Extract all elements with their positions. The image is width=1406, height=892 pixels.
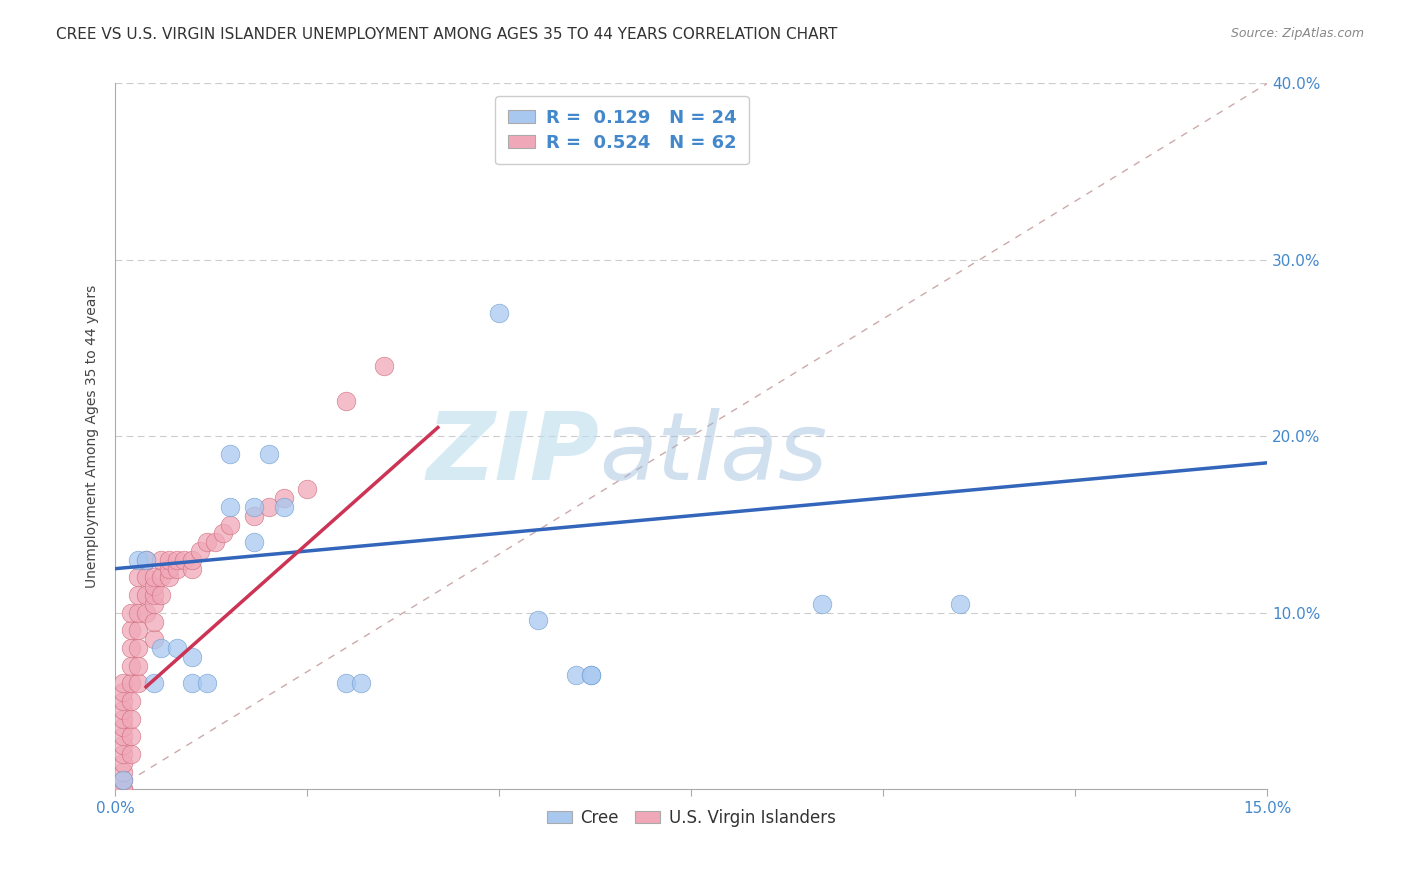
Point bbox=[127, 658, 149, 673]
Point bbox=[142, 579, 165, 593]
Point bbox=[142, 570, 165, 584]
Point bbox=[111, 729, 134, 743]
Point bbox=[949, 597, 972, 611]
Text: ZIP: ZIP bbox=[426, 408, 599, 500]
Point bbox=[581, 667, 603, 681]
Point bbox=[111, 773, 134, 788]
Point bbox=[120, 606, 142, 620]
Point bbox=[120, 676, 142, 690]
Point bbox=[135, 588, 157, 602]
Point bbox=[127, 588, 149, 602]
Text: Source: ZipAtlas.com: Source: ZipAtlas.com bbox=[1230, 27, 1364, 40]
Point bbox=[135, 553, 157, 567]
Point bbox=[111, 685, 134, 699]
Point bbox=[127, 624, 149, 638]
Point bbox=[157, 570, 180, 584]
Point bbox=[242, 500, 264, 514]
Point bbox=[204, 535, 226, 549]
Point bbox=[257, 500, 280, 514]
Point bbox=[211, 526, 233, 541]
Point bbox=[188, 544, 211, 558]
Point bbox=[273, 491, 295, 505]
Point bbox=[135, 606, 157, 620]
Point bbox=[142, 615, 165, 629]
Point bbox=[181, 553, 204, 567]
Point bbox=[111, 773, 134, 788]
Point bbox=[219, 447, 242, 461]
Legend: Cree, U.S. Virgin Islanders: Cree, U.S. Virgin Islanders bbox=[540, 803, 842, 834]
Point bbox=[157, 553, 180, 567]
Point bbox=[111, 747, 134, 761]
Point bbox=[811, 597, 834, 611]
Point bbox=[127, 606, 149, 620]
Point bbox=[150, 641, 173, 656]
Point bbox=[219, 517, 242, 532]
Point bbox=[242, 508, 264, 523]
Point bbox=[297, 483, 319, 497]
Point bbox=[127, 570, 149, 584]
Point bbox=[181, 562, 204, 576]
Point bbox=[181, 676, 204, 690]
Point bbox=[127, 553, 149, 567]
Point bbox=[120, 712, 142, 726]
Point bbox=[111, 756, 134, 770]
Point bbox=[488, 306, 510, 320]
Point bbox=[127, 641, 149, 656]
Point bbox=[111, 712, 134, 726]
Text: CREE VS U.S. VIRGIN ISLANDER UNEMPLOYMENT AMONG AGES 35 TO 44 YEARS CORRELATION : CREE VS U.S. VIRGIN ISLANDER UNEMPLOYMEN… bbox=[56, 27, 838, 42]
Point bbox=[111, 738, 134, 752]
Point bbox=[565, 667, 588, 681]
Point bbox=[111, 764, 134, 779]
Point bbox=[219, 500, 242, 514]
Point bbox=[166, 553, 188, 567]
Point bbox=[111, 721, 134, 735]
Point bbox=[173, 553, 195, 567]
Point bbox=[120, 641, 142, 656]
Point bbox=[142, 676, 165, 690]
Point bbox=[197, 535, 219, 549]
Point bbox=[111, 676, 134, 690]
Point bbox=[142, 632, 165, 647]
Point bbox=[197, 676, 219, 690]
Point bbox=[111, 694, 134, 708]
Point bbox=[350, 676, 373, 690]
Point bbox=[166, 562, 188, 576]
Point bbox=[273, 500, 295, 514]
Point bbox=[135, 553, 157, 567]
Point bbox=[142, 588, 165, 602]
Point bbox=[257, 447, 280, 461]
Point bbox=[120, 658, 142, 673]
Point bbox=[335, 394, 357, 409]
Point bbox=[166, 641, 188, 656]
Point bbox=[150, 570, 173, 584]
Point bbox=[157, 562, 180, 576]
Point bbox=[150, 588, 173, 602]
Point bbox=[111, 782, 134, 797]
Point bbox=[373, 359, 395, 373]
Point bbox=[181, 649, 204, 664]
Point bbox=[127, 676, 149, 690]
Point bbox=[120, 729, 142, 743]
Point bbox=[242, 535, 264, 549]
Point bbox=[111, 782, 134, 797]
Point bbox=[120, 747, 142, 761]
Y-axis label: Unemployment Among Ages 35 to 44 years: Unemployment Among Ages 35 to 44 years bbox=[86, 285, 100, 588]
Point bbox=[150, 553, 173, 567]
Point bbox=[120, 694, 142, 708]
Point bbox=[581, 667, 603, 681]
Point bbox=[526, 613, 548, 627]
Point bbox=[135, 570, 157, 584]
Point bbox=[142, 597, 165, 611]
Point bbox=[111, 703, 134, 717]
Point bbox=[120, 624, 142, 638]
Text: atlas: atlas bbox=[599, 409, 827, 500]
Point bbox=[335, 676, 357, 690]
